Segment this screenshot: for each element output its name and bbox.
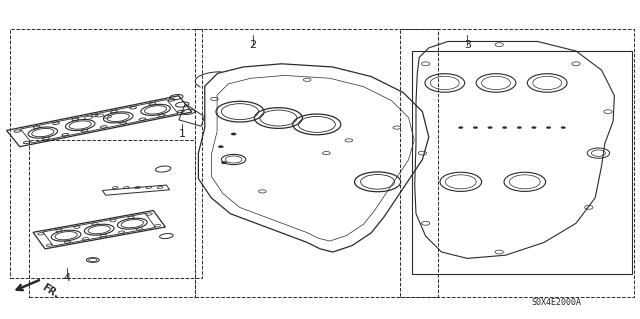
Bar [29,140,195,297]
Ellipse shape [547,127,551,129]
Ellipse shape [218,145,223,148]
Text: S0X4E2000A: S0X4E2000A [532,298,582,307]
Text: FR.: FR. [40,282,60,300]
Ellipse shape [231,133,236,135]
Bar [195,29,438,297]
Text: 2: 2 [249,40,257,50]
Bar [412,51,632,274]
Ellipse shape [532,127,536,129]
Ellipse shape [561,127,566,129]
Text: 4: 4 [63,272,71,283]
Text: 3: 3 [464,40,470,50]
Ellipse shape [502,127,507,129]
Ellipse shape [488,127,492,129]
Bar [10,29,202,278]
Ellipse shape [458,127,463,129]
Text: 1: 1 [179,129,186,139]
Bar [400,29,634,297]
Ellipse shape [221,161,227,164]
Ellipse shape [517,127,522,129]
Ellipse shape [473,127,477,129]
